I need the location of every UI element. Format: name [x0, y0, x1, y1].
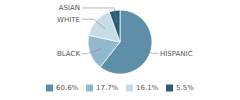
leader-line — [82, 49, 101, 54]
legend-label: 5.5% — [176, 84, 194, 92]
slice — [109, 10, 120, 42]
legend-swatch — [86, 85, 93, 92]
pie: HISPANIC BLACK WHITE ASIAN — [57, 4, 193, 74]
leader-line — [82, 8, 117, 23]
legend-label: 60.6% — [56, 84, 79, 92]
category-label: BLACK — [57, 50, 80, 58]
legend-swatch — [126, 85, 133, 92]
legend-item: 17.7% — [86, 84, 119, 92]
category-label: HISPANIC — [160, 50, 193, 58]
legend-item: 60.6% — [46, 84, 79, 92]
legend-swatch — [46, 85, 53, 92]
legend-swatch — [166, 85, 173, 92]
legend-label: 16.1% — [136, 84, 159, 92]
leader-line — [82, 19, 105, 29]
legend-item: 5.5% — [166, 84, 194, 92]
leader-line — [139, 49, 158, 54]
legend-item: 16.1% — [126, 84, 159, 92]
category-label: ASIAN — [59, 4, 80, 12]
legend-label: 17.7% — [96, 84, 119, 92]
chart: HISPANIC BLACK WHITE ASIAN 60.6% 17.7% 16.1% 5.… — [0, 0, 240, 100]
category-label: WHITE — [57, 16, 80, 24]
legend: 60.6% 17.7% 16.1% 5.5% — [46, 84, 194, 92]
